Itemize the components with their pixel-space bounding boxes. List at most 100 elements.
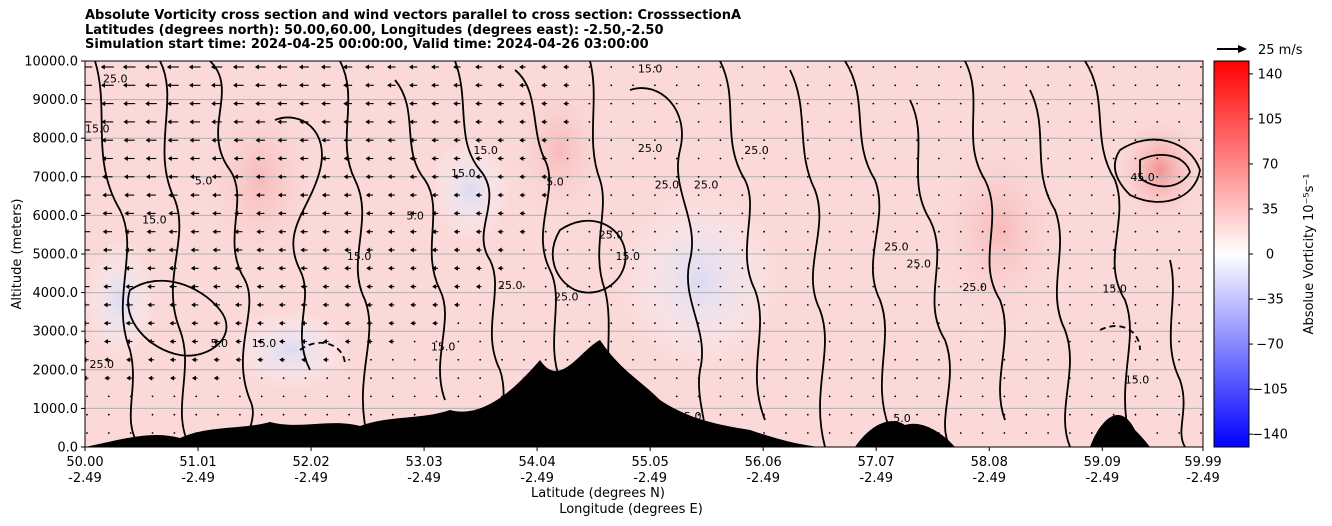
wind-vector xyxy=(806,139,809,142)
contour-label: 5.0 xyxy=(893,412,911,425)
wind-vector-head xyxy=(191,320,196,326)
wind-vector xyxy=(675,157,678,160)
wind-vector xyxy=(1025,358,1028,361)
wind-vector-head xyxy=(519,229,524,235)
wind-vector xyxy=(916,377,918,379)
wind-vector xyxy=(566,194,569,197)
colorbar-tick-label: 35 xyxy=(1262,202,1279,217)
wind-vector xyxy=(1200,432,1202,434)
wind-vector xyxy=(675,249,678,251)
wind-vector-head xyxy=(100,64,105,70)
wind-vector xyxy=(675,413,678,416)
wind-vector-head xyxy=(104,339,109,344)
wind-vector xyxy=(1069,377,1071,379)
wind-vector xyxy=(544,304,547,306)
wind-vector xyxy=(610,121,613,123)
wind-vector xyxy=(937,157,940,160)
wind-vector-head xyxy=(322,320,327,326)
wind-vector xyxy=(544,358,547,361)
wind-vector-head xyxy=(125,284,130,290)
wind-vector xyxy=(1200,121,1202,123)
wind-vector-head xyxy=(366,339,371,344)
wind-vector xyxy=(632,121,634,123)
wind-vector xyxy=(348,432,351,434)
wind-vector-head xyxy=(169,284,174,290)
wind-vector-head xyxy=(388,284,393,290)
wind-vector xyxy=(435,340,438,343)
wind-vector-head xyxy=(167,82,172,88)
wind-vector-head xyxy=(191,302,196,308)
wind-vector xyxy=(1090,212,1093,215)
wind-vector xyxy=(697,285,700,288)
wind-vector-head xyxy=(211,82,216,88)
wind-vector-head xyxy=(278,265,283,271)
wind-vector-head xyxy=(254,64,259,70)
wind-vector xyxy=(413,432,416,434)
wind-vector xyxy=(260,413,263,416)
wind-vector xyxy=(501,413,503,416)
wind-vector xyxy=(522,304,525,306)
wind-vector-head xyxy=(79,83,83,88)
wind-vector-head xyxy=(101,156,106,161)
wind-vector xyxy=(151,432,154,434)
wind-vector xyxy=(741,340,744,343)
wind-vector xyxy=(894,212,897,215)
wind-vector xyxy=(588,84,591,87)
colorbar-tick-label: −35 xyxy=(1256,293,1283,308)
wind-vector xyxy=(828,285,831,288)
wind-vector-head xyxy=(189,101,194,107)
wind-vector xyxy=(959,212,962,215)
wind-vector xyxy=(1200,157,1202,160)
wind-vector xyxy=(304,432,307,434)
wind-vector xyxy=(785,377,787,379)
wind-vector-head xyxy=(322,339,327,344)
wind-vector xyxy=(1069,212,1071,215)
wind-vector-head xyxy=(387,192,392,198)
wind-vector xyxy=(1069,230,1071,233)
wind-vector xyxy=(806,212,809,215)
wind-vector-head xyxy=(366,265,371,271)
wind-vector xyxy=(719,157,722,160)
wind-vector xyxy=(1200,304,1202,306)
wind-vector xyxy=(544,230,547,233)
wind-vector-head xyxy=(189,174,194,180)
wind-vector-head xyxy=(519,174,524,180)
wind-vector xyxy=(872,285,875,288)
wind-vector xyxy=(959,358,962,361)
quiver-key-arrowhead xyxy=(1238,45,1247,53)
wind-vector xyxy=(501,304,503,306)
wind-vector xyxy=(937,84,940,87)
wind-vector xyxy=(741,157,744,160)
wind-vector-head xyxy=(101,119,106,125)
wind-vector xyxy=(828,194,831,197)
y-axis-label: Altitude (meters) xyxy=(10,199,25,310)
wind-vector-head xyxy=(321,101,326,107)
wind-vector xyxy=(675,395,678,398)
wind-vector-head xyxy=(148,375,153,381)
wind-vector xyxy=(1047,157,1049,160)
wind-vector xyxy=(566,285,569,288)
wind-vector xyxy=(1200,194,1202,197)
wind-vector xyxy=(1156,432,1159,434)
wind-vector xyxy=(1069,304,1071,306)
wind-vector-head xyxy=(322,265,327,271)
wind-vector xyxy=(260,377,263,379)
wind-vector xyxy=(850,340,853,343)
wind-vector-head xyxy=(233,101,238,107)
wind-vector-head xyxy=(299,137,304,143)
wind-vector-head xyxy=(475,284,480,290)
wind-vector-head xyxy=(298,64,303,70)
wind-vector-head xyxy=(235,320,240,326)
wind-vector-head xyxy=(453,247,458,253)
wind-vector-head xyxy=(323,357,328,363)
wind-vector xyxy=(1200,175,1202,178)
wind-vector xyxy=(348,377,351,379)
wind-vector xyxy=(1112,267,1115,270)
wind-vector-head xyxy=(344,302,349,308)
wind-vector xyxy=(239,395,241,398)
wind-vector xyxy=(544,413,547,416)
wind-vector xyxy=(544,395,547,398)
wind-vector xyxy=(588,267,591,270)
wind-vector-head xyxy=(365,174,370,180)
wind-vector xyxy=(806,157,809,160)
